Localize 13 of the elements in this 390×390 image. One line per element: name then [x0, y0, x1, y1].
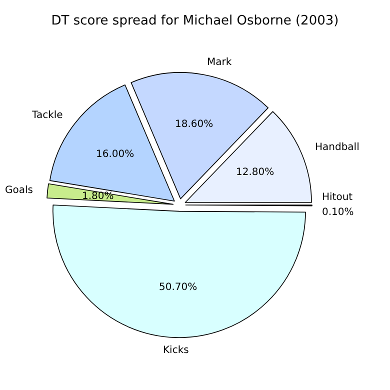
data-label: 1.80% [82, 191, 114, 202]
slice-label: Hitout [322, 192, 353, 203]
slice-label: Handball [315, 142, 360, 153]
data-label: 18.60% [175, 119, 214, 130]
data-label: 16.00% [96, 149, 134, 160]
slice-label: Tackle [31, 110, 63, 121]
slice-label: Mark [207, 57, 232, 68]
data-label: 0.10% [322, 207, 354, 218]
chart-title: DT score spread for Michael Osborne (2003) [51, 14, 339, 29]
data-label: 12.80% [236, 167, 274, 178]
slice-label: Kicks [163, 345, 189, 356]
data-label: 50.70% [159, 282, 198, 293]
slice-label: Goals [5, 185, 33, 196]
